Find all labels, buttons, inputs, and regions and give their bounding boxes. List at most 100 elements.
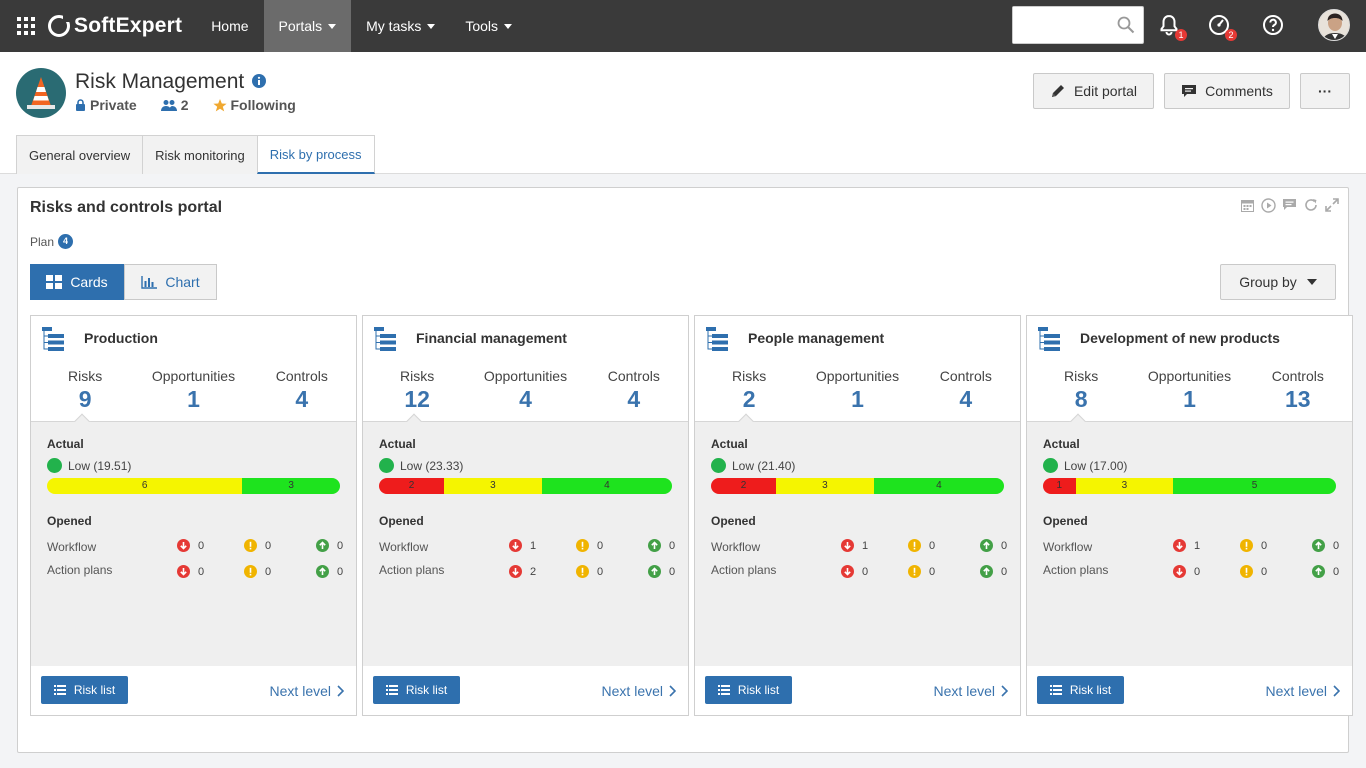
- search-input[interactable]: [1013, 7, 1113, 43]
- risk-bar-yellow-segment[interactable]: 3: [776, 478, 874, 494]
- risks-stat[interactable]: Risks 9: [31, 368, 139, 413]
- caret-down-icon: [328, 23, 337, 29]
- risk-bar-green-segment[interactable]: 5: [1173, 478, 1336, 494]
- action-plans-row-down-value: 0: [862, 565, 869, 578]
- members-indicator[interactable]: 2: [160, 97, 189, 113]
- action-plans-row-down-count[interactable]: 0: [841, 565, 868, 578]
- risk-bar-green-segment[interactable]: 4: [541, 478, 672, 494]
- action-plans-row-warn-count[interactable]: 0: [576, 565, 603, 578]
- brand-logo[interactable]: SoftExpert: [48, 13, 182, 38]
- action-plans-row-up-count[interactable]: 0: [1312, 565, 1339, 578]
- chart-view-button[interactable]: Chart: [124, 264, 217, 300]
- risk-list-button[interactable]: Risk list: [41, 676, 128, 704]
- help-icon[interactable]: [1261, 13, 1287, 39]
- workflow-row-warn-count[interactable]: 0: [576, 539, 603, 552]
- page-title: Risk Management: [75, 70, 245, 93]
- risk-list-button[interactable]: Risk list: [373, 676, 460, 704]
- workflow-row-up-count[interactable]: 0: [980, 539, 1007, 552]
- risks-stat[interactable]: Risks 12: [363, 368, 471, 413]
- card-title[interactable]: Development of new products: [1080, 330, 1280, 346]
- workflow-row-down-count[interactable]: 0: [177, 539, 204, 552]
- action-plans-row-warn-count[interactable]: 0: [908, 565, 935, 578]
- action-plans-row-warn-count[interactable]: 0: [244, 565, 271, 578]
- nav-tools[interactable]: Tools: [450, 0, 527, 52]
- cards-view-button[interactable]: Cards: [30, 264, 124, 300]
- opportunities-stat[interactable]: Opportunities 1: [1135, 368, 1243, 413]
- risk-list-button[interactable]: Risk list: [1037, 676, 1124, 704]
- action-plans-row-down-count[interactable]: 0: [1173, 565, 1200, 578]
- workflow-row-warn-count[interactable]: 0: [908, 539, 935, 552]
- calendar-icon[interactable]: [1237, 196, 1258, 214]
- tab-general-overview[interactable]: General overview: [16, 135, 144, 174]
- nav-my-tasks[interactable]: My tasks: [351, 0, 450, 52]
- workflow-row-warn-count[interactable]: 0: [1240, 539, 1267, 552]
- expand-icon[interactable]: [1321, 196, 1342, 214]
- opportunities-stat[interactable]: Opportunities 1: [803, 368, 911, 413]
- action-plans-row-down-count[interactable]: 2: [509, 565, 536, 578]
- workflow-row-down-count[interactable]: 1: [841, 539, 868, 552]
- risk-bar-yellow-segment[interactable]: 6: [47, 478, 243, 494]
- arrow-down-circle-icon: [177, 539, 194, 552]
- action-plans-row-up-count[interactable]: 0: [316, 565, 343, 578]
- card-footer: Risk list Next level: [695, 666, 1020, 715]
- next-level-link[interactable]: Next level: [270, 683, 344, 699]
- edit-portal-button[interactable]: Edit portal: [1033, 73, 1154, 109]
- group-by-dropdown[interactable]: Group by: [1220, 264, 1336, 300]
- workflow-row-down-count[interactable]: 1: [1173, 539, 1200, 552]
- more-options-button[interactable]: ···: [1300, 73, 1350, 109]
- action-plans-row-up-count[interactable]: 0: [648, 565, 675, 578]
- workflow-row-warn-count[interactable]: 0: [244, 539, 271, 552]
- opportunities-stat[interactable]: Opportunities 4: [471, 368, 579, 413]
- opportunities-stat[interactable]: Opportunities 1: [139, 368, 247, 413]
- workflow-row-up-count[interactable]: 0: [316, 539, 343, 552]
- controls-stat[interactable]: Controls 4: [248, 368, 356, 413]
- risks-stat[interactable]: Risks 2: [695, 368, 803, 413]
- nav-home[interactable]: Home: [196, 0, 263, 52]
- refresh-icon[interactable]: [1300, 196, 1321, 214]
- nav-portals[interactable]: Portals: [263, 0, 352, 52]
- next-level-link[interactable]: Next level: [602, 683, 676, 699]
- tab-risk-monitoring[interactable]: Risk monitoring: [142, 135, 258, 174]
- next-level-link[interactable]: Next level: [1266, 683, 1340, 699]
- risk-bar-yellow-segment[interactable]: 3: [1075, 478, 1174, 494]
- controls-stat[interactable]: Controls 13: [1244, 368, 1352, 413]
- plan-filter[interactable]: Plan 4: [30, 234, 74, 249]
- comment-icon[interactable]: [1279, 196, 1300, 214]
- risks-stat[interactable]: Risks 8: [1027, 368, 1135, 413]
- card-title[interactable]: People management: [748, 330, 885, 346]
- action-plans-row-down-count[interactable]: 0: [177, 565, 204, 578]
- info-icon[interactable]: [252, 74, 266, 88]
- notifications-bell-icon[interactable]: 1: [1157, 13, 1187, 41]
- tab-risk-by-process[interactable]: Risk by process: [256, 135, 375, 174]
- apps-grid-icon[interactable]: [0, 0, 52, 52]
- risk-bar-red-segment[interactable]: 1: [1043, 478, 1076, 494]
- workflow-row-down-value: 0: [198, 539, 205, 552]
- action-plans-row-warn-count[interactable]: 0: [1240, 565, 1267, 578]
- action-plans-row-warn-value: 0: [597, 565, 604, 578]
- play-icon[interactable]: [1258, 196, 1279, 214]
- next-level-link[interactable]: Next level: [934, 683, 1008, 699]
- card-title[interactable]: Financial management: [416, 330, 567, 346]
- follow-toggle[interactable]: Following: [212, 97, 296, 113]
- controls-stat[interactable]: Controls 4: [912, 368, 1020, 413]
- controls-count: 4: [627, 386, 641, 412]
- brand-logo-icon: [48, 13, 72, 37]
- risk-bar-green-segment[interactable]: 3: [242, 478, 340, 494]
- comments-button[interactable]: Comments: [1164, 73, 1290, 109]
- workflow-row-down-count[interactable]: 1: [509, 539, 536, 552]
- card-title[interactable]: Production: [84, 330, 158, 346]
- controls-stat[interactable]: Controls 4: [580, 368, 688, 413]
- user-avatar[interactable]: [1318, 9, 1350, 41]
- action-plans-row-label: Action plans: [379, 563, 445, 577]
- tasks-gauge-icon[interactable]: 2: [1207, 13, 1237, 41]
- workflow-row-up-count[interactable]: 0: [648, 539, 675, 552]
- risk-bar-red-segment[interactable]: 2: [711, 478, 777, 494]
- search-icon[interactable]: [1117, 16, 1135, 34]
- cards-grid-icon: [46, 275, 63, 289]
- risk-bar-green-segment[interactable]: 4: [873, 478, 1004, 494]
- risk-bar-red-segment[interactable]: 2: [379, 478, 445, 494]
- risk-bar-yellow-segment[interactable]: 3: [444, 478, 542, 494]
- risk-list-button[interactable]: Risk list: [705, 676, 792, 704]
- workflow-row-up-count[interactable]: 0: [1312, 539, 1339, 552]
- action-plans-row-up-count[interactable]: 0: [980, 565, 1007, 578]
